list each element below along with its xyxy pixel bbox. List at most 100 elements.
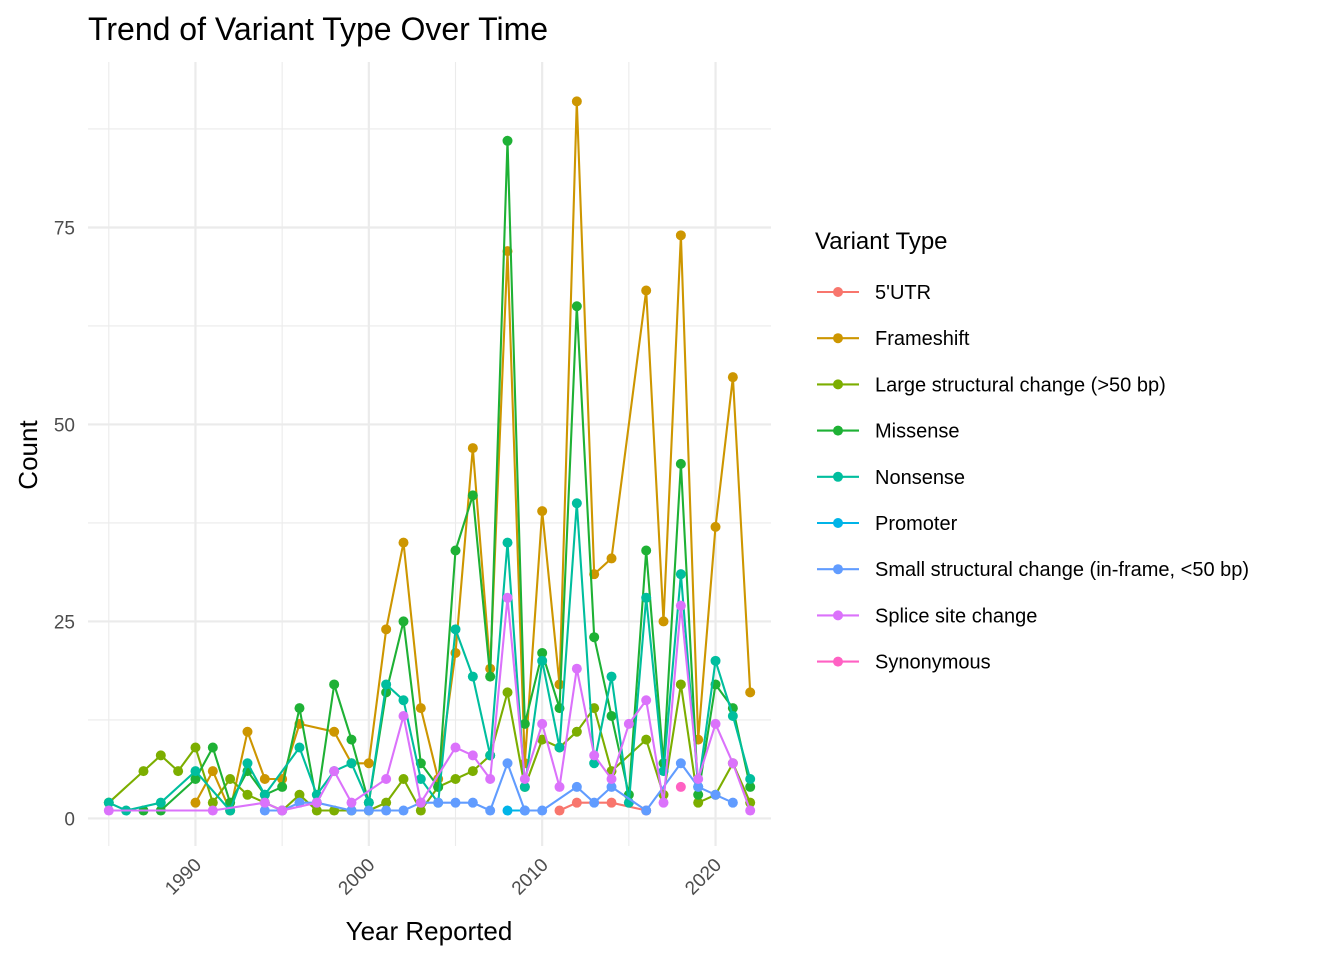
x-axis-title: Year Reported — [346, 916, 513, 946]
legend-item: Small structural change (in-frame, <50 b… — [817, 559, 1249, 581]
data-point — [329, 726, 340, 737]
data-point — [190, 766, 201, 777]
data-point — [259, 789, 270, 800]
legend-key-point — [833, 564, 843, 575]
data-point — [675, 569, 686, 580]
data-point — [745, 781, 756, 792]
data-point — [519, 805, 530, 816]
data-point — [207, 797, 218, 808]
legend-label: Small structural change (in-frame, <50 b… — [875, 559, 1249, 581]
data-point — [398, 774, 409, 785]
data-point — [519, 774, 530, 785]
data-point — [727, 372, 738, 383]
data-point — [346, 805, 357, 816]
legend-key-point — [833, 610, 843, 621]
data-point — [537, 734, 548, 745]
data-point — [311, 805, 322, 816]
data-point — [277, 805, 288, 816]
data-point — [537, 718, 548, 729]
data-point — [381, 624, 392, 635]
data-point — [537, 506, 548, 517]
data-point — [450, 742, 461, 753]
data-point — [502, 537, 513, 548]
data-point — [329, 679, 340, 690]
data-point — [727, 758, 738, 769]
data-point — [727, 710, 738, 721]
data-point — [710, 789, 721, 800]
legend-label: Nonsense — [875, 467, 965, 489]
x-tick-label: 2000 — [335, 855, 380, 900]
data-point — [190, 774, 201, 785]
data-point — [554, 805, 565, 816]
data-point — [138, 766, 149, 777]
legend-item: Splice site change — [817, 605, 1037, 627]
legend-label: Promoter — [875, 513, 958, 535]
data-point — [502, 592, 513, 603]
data-point — [727, 797, 738, 808]
data-point — [381, 797, 392, 808]
data-point — [693, 797, 704, 808]
data-point — [398, 616, 409, 627]
data-point — [225, 774, 236, 785]
y-tick-label: 0 — [64, 809, 75, 830]
data-point — [571, 301, 582, 312]
data-point — [294, 789, 305, 800]
series-line — [108, 596, 752, 812]
data-point — [294, 742, 305, 753]
data-point — [363, 805, 374, 816]
legend-key-point — [833, 518, 843, 528]
data-point — [537, 805, 548, 816]
legend-key-point — [833, 471, 843, 482]
series-group — [259, 758, 738, 816]
series-line — [108, 502, 752, 812]
data-point — [398, 710, 409, 721]
x-tick-label: 2020 — [681, 855, 726, 900]
data-point — [398, 805, 409, 816]
legend-label: Missense — [875, 421, 959, 443]
y-axis: 0 25 50 75 — [54, 218, 75, 830]
legend-key-point — [833, 287, 843, 297]
legend-label: Frameshift — [875, 328, 970, 350]
data-point — [606, 671, 617, 682]
legend-key-point — [833, 656, 843, 667]
legend-item: Frameshift — [817, 328, 970, 350]
data-point — [190, 797, 201, 808]
legend-key-point — [833, 379, 843, 390]
data-point — [745, 687, 756, 698]
data-point — [589, 758, 600, 769]
data-point — [467, 766, 478, 777]
data-point — [190, 742, 201, 753]
data-point — [155, 750, 166, 761]
data-point — [675, 458, 686, 469]
data-point — [259, 805, 270, 816]
legend-item: Missense — [817, 421, 959, 443]
data-point — [450, 797, 461, 808]
data-point — [641, 805, 652, 816]
data-point — [467, 671, 478, 682]
legend-item: Nonsense — [817, 467, 965, 489]
legend-item: Large structural change (>50 bp) — [817, 374, 1166, 396]
data-point — [103, 797, 114, 808]
data-point — [346, 734, 357, 745]
y-axis-title: Count — [13, 420, 43, 490]
data-point — [415, 805, 426, 816]
series-group — [190, 96, 756, 816]
data-point — [571, 96, 582, 107]
data-point — [155, 797, 166, 808]
data-point — [571, 726, 582, 737]
data-point — [103, 805, 114, 816]
data-point — [658, 616, 669, 627]
data-point — [311, 797, 322, 808]
data-point — [467, 797, 478, 808]
series-group — [103, 592, 756, 816]
legend-label: Synonymous — [875, 652, 991, 674]
data-point — [554, 742, 565, 753]
data-point — [381, 805, 392, 816]
data-point — [606, 774, 617, 785]
data-point — [745, 774, 756, 785]
data-point — [259, 774, 270, 785]
legend-key-point — [833, 333, 843, 344]
data-point — [519, 781, 530, 792]
data-point — [207, 805, 218, 816]
